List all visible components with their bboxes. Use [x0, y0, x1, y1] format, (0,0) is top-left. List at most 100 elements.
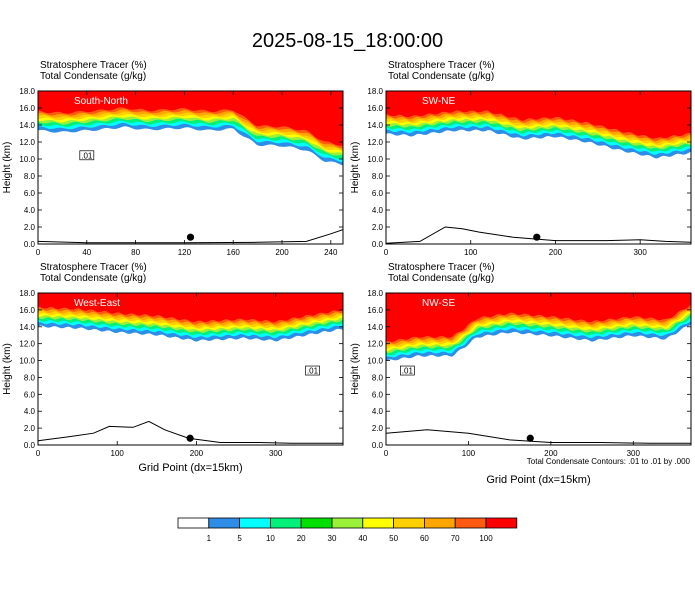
- y-tick-label: 4.0: [372, 206, 384, 215]
- x-tick-label: 200: [190, 449, 204, 458]
- x-tick-label: 0: [384, 449, 389, 458]
- y-tick-label: 8.0: [372, 373, 384, 382]
- x-tick-label: 40: [82, 248, 91, 257]
- contour-label-box: [305, 365, 320, 376]
- colorbar-cell: [300, 517, 333, 529]
- y-tick-label: 0.0: [372, 441, 384, 450]
- panel-title-condensate: Total Condensate (g/kg): [388, 273, 494, 284]
- x-tick-label: 300: [627, 449, 641, 458]
- y-tick-label: 10.0: [367, 155, 383, 164]
- tracer-field: [386, 293, 691, 361]
- terrain-line: [386, 226, 691, 244]
- contour-label: .01: [81, 151, 93, 160]
- tracer-band-8: [386, 91, 691, 139]
- colorbar-cell: [393, 517, 425, 529]
- y-tick-label: 18.0: [367, 289, 383, 298]
- x-tick-label: 0: [36, 449, 41, 458]
- y-axis-label: Height (km): [2, 142, 13, 194]
- panel-title-tracer: Stratosphere Tracer (%): [388, 262, 495, 273]
- colorbar-cell: [454, 517, 487, 529]
- colorbar-cell: [362, 517, 394, 529]
- tracer-field: [38, 293, 343, 342]
- contour-label-box: [400, 365, 415, 376]
- y-tick-label: 14.0: [367, 323, 383, 332]
- panel-sw-ne: SW-NE Stratosphere Tracer (%)Total Conden…: [350, 60, 692, 257]
- colorbar-cell: [239, 517, 271, 529]
- plot-frame: [37, 292, 344, 446]
- x-tick-label: 80: [131, 248, 140, 257]
- panel-west-east: .01 West-East Stratosphere Tracer (%)Total…: [2, 262, 344, 474]
- y-tick-label: 6.0: [372, 189, 384, 198]
- colorbar-label: 10: [266, 534, 275, 543]
- y-tick-label: 14.0: [19, 323, 35, 332]
- panel-name: SW-NE: [422, 96, 455, 107]
- y-tick-label: 18.0: [19, 289, 35, 298]
- panel-title-tracer: Stratosphere Tracer (%): [388, 60, 495, 71]
- x-axis-label: Grid Point (dx=15km): [138, 462, 242, 474]
- y-tick-label: 16.0: [367, 306, 383, 315]
- y-axis-label: Height (km): [350, 343, 361, 395]
- y-tick-label: 12.0: [367, 340, 383, 349]
- x-tick-label: 100: [462, 449, 476, 458]
- tracer-field: [38, 91, 343, 166]
- plot-frame: [385, 90, 692, 245]
- contour-label: .01: [307, 367, 319, 376]
- y-tick-label: 16.0: [19, 306, 35, 315]
- y-tick-label: 16.0: [19, 104, 35, 113]
- colorbar-label: 30: [328, 534, 337, 543]
- y-tick-label: 6.0: [24, 189, 36, 198]
- x-tick-label: 200: [544, 449, 558, 458]
- y-tick-label: 0.0: [24, 441, 36, 450]
- y-tick-label: 6.0: [24, 390, 36, 399]
- x-tick-label: 160: [227, 248, 241, 257]
- figure-title: 2025-08-15_18:00:00: [251, 30, 444, 52]
- panel-title-condensate: Total Condensate (g/kg): [40, 273, 146, 284]
- contour-label: .01: [402, 367, 414, 376]
- y-tick-label: 4.0: [24, 206, 36, 215]
- y-tick-label: 16.0: [367, 104, 383, 113]
- x-tick-label: 120: [178, 248, 192, 257]
- panel-title-tracer: Stratosphere Tracer (%): [40, 60, 147, 71]
- location-marker: [186, 434, 194, 442]
- tracer-band-8: [38, 91, 343, 146]
- y-tick-label: 8.0: [372, 172, 384, 181]
- y-tick-label: 18.0: [19, 87, 35, 96]
- y-tick-label: 4.0: [24, 407, 36, 416]
- tracer-band-8: [38, 293, 343, 323]
- panel-title-condensate: Total Condensate (g/kg): [40, 71, 146, 82]
- tracer-band-8: [386, 293, 691, 342]
- x-tick-label: 100: [464, 248, 478, 257]
- y-tick-label: 10.0: [19, 357, 35, 366]
- panel-title-tracer: Stratosphere Tracer (%): [40, 262, 147, 273]
- x-tick-label: 200: [275, 248, 289, 257]
- panel-name: NW-SE: [422, 298, 455, 309]
- y-tick-label: 14.0: [19, 121, 35, 130]
- y-tick-label: 8.0: [24, 172, 36, 181]
- contour-footnote: Total Condensate Contours: .01 to .01 by…: [527, 457, 691, 466]
- colorbar: 1 5 10 20 30 40 50 60 70 100: [177, 517, 518, 543]
- x-tick-label: 100: [111, 449, 125, 458]
- colorbar-cell: [331, 517, 364, 529]
- panel-name: West-East: [74, 298, 120, 309]
- y-tick-label: 2.0: [24, 223, 36, 232]
- colorbar-label: 1: [207, 534, 212, 543]
- colorbar-label: 20: [297, 534, 306, 543]
- y-tick-label: 12.0: [19, 138, 35, 147]
- y-tick-label: 12.0: [367, 138, 383, 147]
- x-tick-label: 300: [269, 449, 283, 458]
- x-tick-label: 240: [324, 248, 338, 257]
- plot-frame: [37, 90, 344, 245]
- y-tick-label: 8.0: [24, 373, 36, 382]
- colorbar-cell: [208, 517, 241, 529]
- panel-south-north: .01 South-North Stratosphere Tracer (%)Tot…: [2, 60, 344, 257]
- y-tick-label: 6.0: [372, 390, 384, 399]
- y-tick-label: 0.0: [24, 240, 36, 249]
- terrain-line: [38, 420, 343, 444]
- y-tick-label: 2.0: [372, 223, 384, 232]
- colorbar-cell: [485, 517, 518, 529]
- y-tick-label: 0.0: [372, 240, 384, 249]
- panel-title-condensate: Total Condensate (g/kg): [388, 71, 494, 82]
- x-axis-label: Grid Point (dx=15km): [486, 474, 590, 486]
- x-tick-label: 0: [384, 248, 389, 257]
